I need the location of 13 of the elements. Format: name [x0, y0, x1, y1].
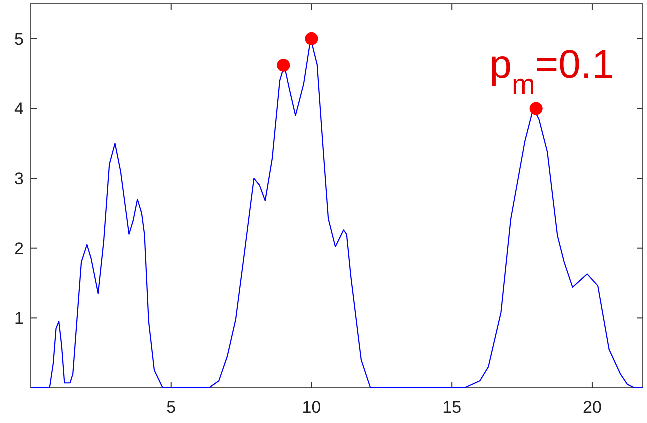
- x-tick-label: 15: [442, 398, 462, 417]
- x-tick-label: 10: [302, 398, 322, 417]
- point: [530, 102, 543, 116]
- y-tick-label: 4: [14, 100, 24, 119]
- point: [277, 58, 290, 72]
- x-tick-label: 5: [166, 398, 176, 417]
- y-tick-label: 2: [14, 239, 24, 258]
- x-tick-label: 20: [583, 398, 602, 417]
- point: [305, 32, 318, 46]
- y-tick-label: 1: [14, 309, 24, 328]
- annotation: p$_{m}$=0.1: [490, 43, 614, 100]
- y-tick-label: 3: [14, 169, 24, 188]
- y-tick-label: 5: [14, 30, 24, 49]
